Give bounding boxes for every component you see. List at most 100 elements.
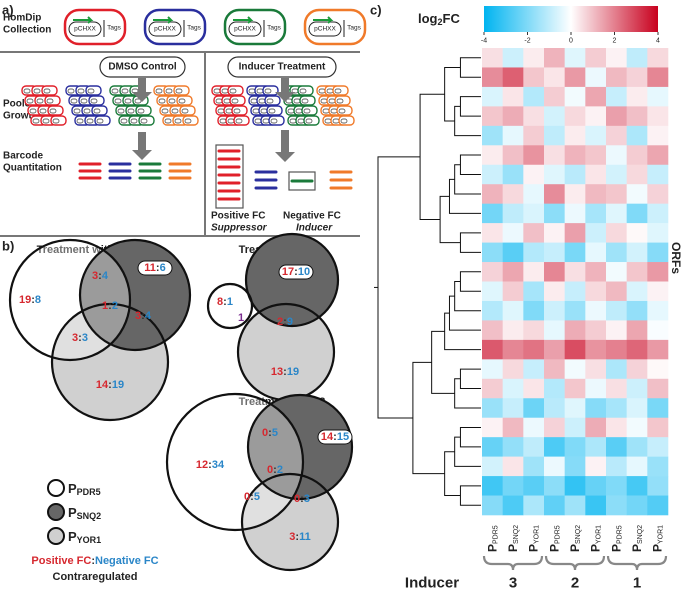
- heatmap-cell: [647, 300, 669, 321]
- mini-insert: [168, 98, 176, 104]
- heatmap-cell: [606, 359, 627, 380]
- heatmap-cell: [606, 456, 627, 477]
- heatmap-cell: [544, 300, 565, 321]
- region-count: 11:6: [144, 262, 165, 274]
- heatmap-cell: [647, 281, 669, 302]
- heatmap-cell: [523, 262, 545, 282]
- separator: :: [294, 266, 298, 278]
- heatmap-cell: [626, 378, 648, 399]
- dendrogram-branch: [444, 66, 461, 122]
- neg-count: 9: [287, 316, 293, 328]
- mini-insert: [80, 98, 88, 104]
- heatmap-cell: [502, 164, 524, 185]
- mini-insert: [90, 98, 98, 104]
- heatmap-cell: [502, 106, 524, 127]
- heatmap-cell: [564, 476, 586, 496]
- heatmap-cell: [523, 67, 545, 88]
- heatmap-cell: [502, 86, 524, 107]
- row-label: ORFs: [669, 242, 683, 274]
- heatmap-cell: [544, 281, 565, 302]
- venn-outline: [206, 282, 254, 330]
- heatmap-cell: [482, 320, 503, 341]
- mini-insert: [29, 108, 37, 114]
- heatmap-cell: [544, 262, 565, 282]
- mini-insert: [175, 88, 183, 94]
- heatmap-cell: [626, 223, 648, 243]
- heatmap-cell: [585, 125, 607, 146]
- mini-insert: [87, 88, 95, 94]
- heatmap-cell: [585, 262, 607, 282]
- colorbar-tick-label: 2: [613, 38, 617, 45]
- dendrogram-branch: [459, 232, 481, 253]
- mini-insert: [334, 88, 342, 94]
- mini-insert: [111, 88, 119, 94]
- dendrogram-branch: [412, 361, 445, 475]
- pos-count: 0: [294, 493, 300, 505]
- mini-insert: [39, 108, 47, 114]
- panel-c: c)log2FC-4 -2 0 2 4ORFsPPDR5PSNQ2PYOR1PPDR5P…: [370, 3, 683, 592]
- mini-insert: [164, 118, 172, 124]
- arrow: [132, 132, 152, 160]
- separator: :: [141, 310, 145, 322]
- heatmap-cell: [585, 300, 607, 321]
- dendrogram-branch: [454, 378, 481, 409]
- group-bracket: [544, 555, 606, 571]
- group-bracket: [606, 555, 668, 571]
- heatmap-cell: [502, 476, 524, 496]
- pos-count: 1: [102, 300, 108, 312]
- heatmap-cell: [502, 300, 524, 321]
- heatmap-cell: [585, 184, 607, 204]
- heatmap-cell: [585, 242, 607, 263]
- heatmap-cell: [523, 437, 545, 457]
- heatmap-cell: [523, 281, 545, 302]
- neg-count: 5: [272, 427, 278, 439]
- heatmap-cell: [647, 359, 669, 380]
- heatmap-cell: [523, 320, 545, 341]
- heatmap-cell: [544, 223, 565, 243]
- heatmap-cell: [585, 339, 607, 360]
- heatmap-cell: [482, 223, 503, 243]
- heatmap-cell: [564, 86, 586, 107]
- heatmap-cell: [626, 281, 648, 302]
- heatmap-cell: [564, 300, 586, 321]
- neg-count: 19: [112, 379, 124, 391]
- legend-contra: Contraregulated: [53, 571, 138, 583]
- column-label: PSNQ2: [568, 525, 582, 552]
- colorbar: [484, 6, 658, 32]
- prefix: P: [609, 544, 623, 552]
- heatmap-cell: [544, 417, 565, 438]
- mini-insert: [158, 98, 166, 104]
- colorbar-tick-label: 0: [569, 38, 573, 45]
- neg-count: 5: [254, 491, 260, 503]
- heatmap-cell: [585, 203, 607, 224]
- mini-insert: [121, 88, 129, 94]
- region-count: 0:3: [294, 493, 310, 505]
- heatmap-cell: [502, 145, 524, 166]
- mini-insert: [340, 118, 348, 124]
- venn-circle: [167, 394, 303, 530]
- heatmap-cell: [544, 320, 565, 341]
- colorbar-label: log2FC: [418, 11, 460, 28]
- heatmap-cell: [502, 67, 524, 88]
- heatmap-cell: [523, 223, 545, 243]
- prefix: P: [651, 544, 665, 552]
- heatmap-cell: [482, 359, 503, 380]
- arrow: [275, 130, 295, 162]
- mini-insert: [184, 118, 192, 124]
- neg-count: 8: [35, 294, 41, 306]
- heatmap-cell: [544, 125, 565, 146]
- venn-outline: [244, 232, 340, 328]
- prefix: P: [589, 544, 603, 552]
- pos-count: 12: [196, 459, 208, 471]
- heatmap-cell: [647, 48, 669, 68]
- region-count: 14:15: [321, 431, 349, 443]
- heatmap-cell: [564, 242, 586, 263]
- promoter-arrow: [153, 16, 174, 24]
- heatmap-cell: [647, 456, 669, 477]
- heatmap-cell: [482, 164, 503, 185]
- heatmap-cell: [564, 378, 586, 399]
- heatmap-cell: [606, 417, 627, 438]
- mini-insert: [127, 108, 135, 114]
- region-count: 3:11: [289, 531, 310, 543]
